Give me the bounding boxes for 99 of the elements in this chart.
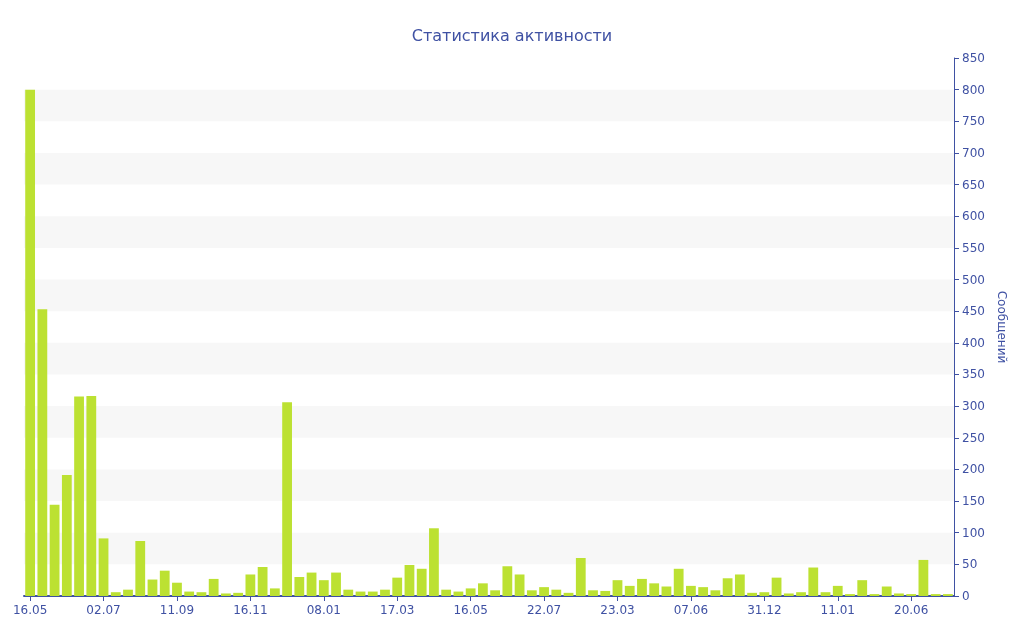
bar xyxy=(196,592,207,596)
bar xyxy=(918,559,929,596)
x-tick-label: 16.05 xyxy=(12,603,48,617)
bar xyxy=(477,583,488,596)
bar xyxy=(796,592,806,596)
x-tick-label: 22.07 xyxy=(526,603,562,617)
bar xyxy=(367,591,378,596)
bar xyxy=(74,396,84,596)
bar xyxy=(184,591,195,596)
y-tick-label: 600 xyxy=(962,209,985,224)
y-tick-label: 0 xyxy=(962,589,970,603)
bar xyxy=(551,589,562,596)
bar xyxy=(686,585,696,596)
bar xyxy=(86,395,97,596)
y-tick-label: 800 xyxy=(962,82,985,97)
bar xyxy=(612,580,623,596)
y-axis-title: Сообщений xyxy=(994,290,1009,364)
y-tick-label: 400 xyxy=(962,335,985,350)
x-tick-label: 16.11 xyxy=(233,603,268,617)
bar xyxy=(49,504,60,596)
x-tick-label: 11.01 xyxy=(820,603,855,617)
y-tick-label: 650 xyxy=(962,177,985,192)
bar xyxy=(269,588,280,596)
bar xyxy=(747,592,757,596)
y-tick-label: 450 xyxy=(962,304,985,319)
bar xyxy=(783,593,794,596)
bar xyxy=(221,593,231,596)
bar xyxy=(857,580,868,596)
bar xyxy=(306,572,317,596)
bar xyxy=(257,566,268,596)
bar xyxy=(771,577,782,596)
bar xyxy=(514,574,525,596)
bar xyxy=(820,592,831,596)
bar xyxy=(539,587,549,596)
y-tick-label: 700 xyxy=(962,145,985,160)
x-tick-label: 02.07 xyxy=(86,603,121,617)
bar xyxy=(673,568,684,596)
bar xyxy=(123,589,133,596)
bar xyxy=(734,574,745,596)
bar xyxy=(575,558,586,596)
bar xyxy=(637,578,647,596)
y-tick-label: 150 xyxy=(962,494,985,509)
x-tick-label: 20.06 xyxy=(893,603,929,617)
x-tick-label: 11.09 xyxy=(159,603,195,617)
bar xyxy=(465,588,476,596)
bar xyxy=(135,540,146,596)
bar xyxy=(722,578,733,596)
bar xyxy=(832,585,843,596)
bar xyxy=(343,589,354,596)
bar xyxy=(502,566,513,596)
bar xyxy=(380,589,390,596)
y-tick-label: 300 xyxy=(962,399,985,414)
bar xyxy=(331,572,341,596)
bar xyxy=(441,589,452,596)
y-tick-label: 250 xyxy=(962,430,985,445)
y-tick-label: 500 xyxy=(962,272,985,287)
bar xyxy=(294,577,305,596)
bar xyxy=(759,592,770,596)
bar xyxy=(416,568,427,596)
bar xyxy=(282,402,292,596)
y-tick-label: 350 xyxy=(962,367,985,382)
x-tick-label: 16.05 xyxy=(453,603,488,617)
bar xyxy=(588,590,598,596)
bar xyxy=(600,590,611,596)
x-tick-label: 08.01 xyxy=(306,603,341,617)
bar xyxy=(98,538,109,596)
bar xyxy=(490,590,501,596)
bar xyxy=(649,583,660,596)
y-tick-label: 750 xyxy=(962,114,985,129)
bar xyxy=(624,585,635,596)
bar xyxy=(808,567,819,596)
bar xyxy=(25,89,36,596)
chart-title: Статистика активности xyxy=(411,25,613,45)
bar xyxy=(404,564,415,596)
bar xyxy=(894,593,904,596)
x-tick-label: 31.12 xyxy=(747,603,782,617)
bar xyxy=(318,580,329,596)
y-tick-label: 50 xyxy=(962,557,978,572)
bar xyxy=(698,587,709,596)
bar xyxy=(429,528,439,596)
bar xyxy=(37,309,48,596)
bar xyxy=(392,577,403,596)
x-tick-label: 23.03 xyxy=(600,603,635,617)
bar xyxy=(110,592,121,596)
bar xyxy=(526,590,537,596)
bar xyxy=(208,578,219,596)
y-tick-label: 550 xyxy=(962,240,985,255)
bar xyxy=(881,586,892,596)
bar xyxy=(245,574,256,596)
y-tick-label: 100 xyxy=(962,525,985,540)
x-tick-label: 17.03 xyxy=(380,603,415,617)
bar xyxy=(172,582,182,596)
bar xyxy=(159,570,170,596)
y-tick-label: 200 xyxy=(962,462,985,477)
bar xyxy=(61,475,72,596)
x-tick-label: 07.06 xyxy=(673,603,709,617)
y-tick-label: 850 xyxy=(962,51,985,65)
bar xyxy=(710,590,721,596)
bar xyxy=(233,592,244,596)
